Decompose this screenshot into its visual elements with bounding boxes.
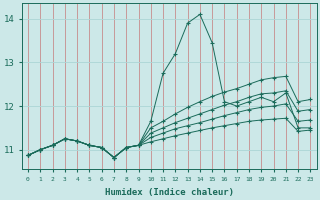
X-axis label: Humidex (Indice chaleur): Humidex (Indice chaleur): [105, 188, 234, 197]
